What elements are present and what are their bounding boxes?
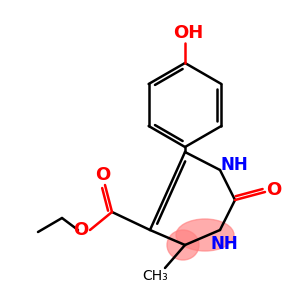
Ellipse shape bbox=[167, 230, 199, 260]
Text: O: O bbox=[266, 181, 282, 199]
Text: NH: NH bbox=[210, 235, 238, 253]
Text: OH: OH bbox=[173, 24, 203, 42]
Text: NH: NH bbox=[220, 156, 248, 174]
Text: O: O bbox=[74, 221, 88, 239]
Text: CH₃: CH₃ bbox=[142, 269, 168, 283]
Ellipse shape bbox=[176, 219, 234, 251]
Text: O: O bbox=[95, 166, 111, 184]
